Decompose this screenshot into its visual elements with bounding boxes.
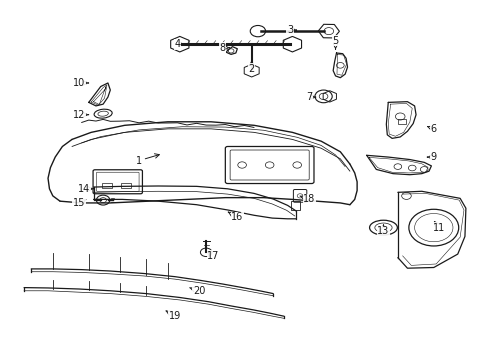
Text: 16: 16 xyxy=(228,212,243,222)
Text: 9: 9 xyxy=(427,152,436,162)
Text: 20: 20 xyxy=(189,286,205,296)
Text: 6: 6 xyxy=(427,124,436,134)
Text: 19: 19 xyxy=(165,311,181,321)
Text: 8: 8 xyxy=(220,43,229,53)
Text: 17: 17 xyxy=(206,251,219,261)
Bar xyxy=(291,201,300,210)
Text: 14: 14 xyxy=(78,184,93,194)
Text: 7: 7 xyxy=(305,92,315,102)
Text: 4: 4 xyxy=(174,39,183,49)
Text: 11: 11 xyxy=(431,221,444,233)
Text: 18: 18 xyxy=(299,194,315,204)
Text: 15: 15 xyxy=(73,198,86,208)
Bar xyxy=(102,183,112,188)
Text: 13: 13 xyxy=(377,225,389,236)
Text: 10: 10 xyxy=(73,78,88,88)
Text: 2: 2 xyxy=(248,60,254,74)
Circle shape xyxy=(319,93,327,100)
Text: 3: 3 xyxy=(286,25,296,35)
Bar xyxy=(121,183,131,188)
Text: 1: 1 xyxy=(136,154,159,166)
Text: 12: 12 xyxy=(73,110,88,120)
Bar xyxy=(397,119,406,123)
Text: 5: 5 xyxy=(332,36,338,49)
